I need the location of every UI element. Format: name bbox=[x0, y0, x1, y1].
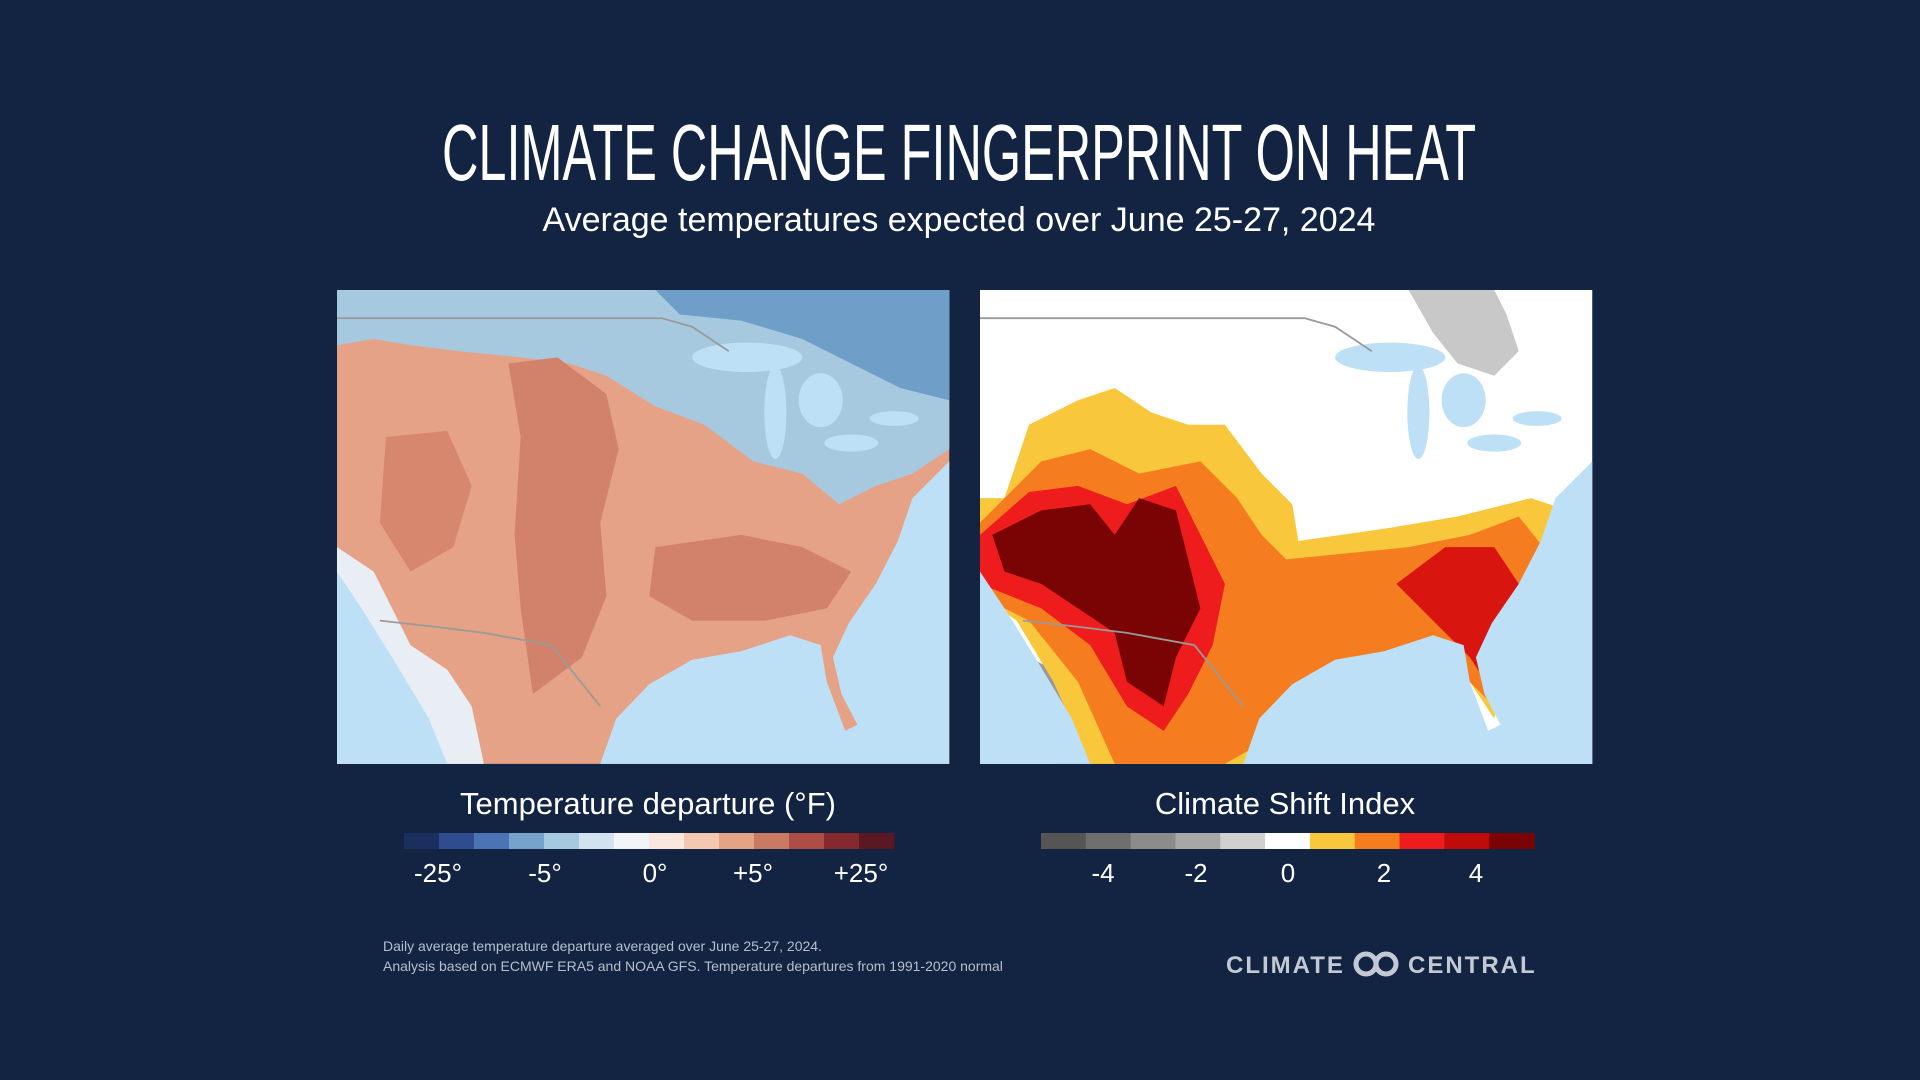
legend-swatch bbox=[474, 833, 510, 849]
legend-swatch bbox=[1041, 833, 1087, 849]
logo-text: CENTRAL bbox=[1408, 952, 1537, 979]
legend-swatch bbox=[824, 833, 860, 849]
logo-icon bbox=[1353, 951, 1399, 977]
legend-swatch bbox=[1354, 833, 1401, 849]
footnote: Daily average temperature departure aver… bbox=[383, 938, 822, 954]
warm-region bbox=[379, 430, 472, 572]
legend-label: +5° bbox=[733, 858, 773, 888]
legend-swatch bbox=[544, 833, 580, 849]
legend-swatch bbox=[1130, 833, 1176, 849]
pacific bbox=[337, 571, 448, 764]
legend-swatch bbox=[1489, 833, 1535, 849]
csi-5-region bbox=[992, 498, 1201, 707]
legend-swatch bbox=[754, 833, 790, 849]
legend-swatch bbox=[649, 833, 685, 849]
footnote: Analysis based on ECMWF ERA5 and NOAA GF… bbox=[383, 958, 1003, 974]
warm-region bbox=[649, 534, 852, 621]
legend-swatch bbox=[789, 833, 825, 849]
atlantic-gulf bbox=[600, 461, 950, 764]
legend-swatch bbox=[1399, 833, 1445, 849]
negative-region bbox=[1408, 290, 1519, 376]
legend-label: -25° bbox=[414, 858, 462, 888]
legend-label: -2 bbox=[1184, 858, 1207, 888]
legend-swatch bbox=[859, 833, 895, 849]
mexico-border bbox=[1022, 619, 1244, 707]
legend-swatch bbox=[1220, 833, 1266, 849]
legend-label: 0° bbox=[643, 858, 668, 888]
atlantic-gulf bbox=[1243, 461, 1593, 764]
legend-label: -5° bbox=[528, 858, 562, 888]
cooler-region bbox=[655, 290, 950, 401]
legend-label: -4 bbox=[1091, 858, 1114, 888]
legend-swatch bbox=[614, 833, 650, 849]
legend-swatch bbox=[719, 833, 755, 849]
legend-swatch bbox=[1175, 833, 1221, 849]
legend-title: Temperature departure (°F) bbox=[460, 786, 836, 821]
mexico-border bbox=[379, 619, 601, 707]
great-lakes bbox=[692, 342, 919, 459]
legend-swatch bbox=[1265, 833, 1311, 849]
subtitle: Average temperatures expected over June … bbox=[543, 201, 1376, 239]
canada-border bbox=[980, 317, 1373, 352]
legend-swatch bbox=[684, 833, 720, 849]
legend-label: 0 bbox=[1281, 858, 1295, 888]
great-lakes bbox=[1335, 342, 1562, 459]
cool-region bbox=[337, 290, 950, 505]
legend-label: 2 bbox=[1377, 858, 1391, 888]
logo-text: CLIMATE bbox=[1226, 952, 1345, 979]
legend-swatch bbox=[1444, 833, 1490, 849]
legend-title: Climate Shift Index bbox=[1155, 786, 1416, 821]
pacific bbox=[980, 571, 1091, 764]
legend-label: 4 bbox=[1469, 858, 1483, 888]
legend-swatch bbox=[439, 833, 475, 849]
warm-region bbox=[508, 357, 619, 695]
legend-swatch bbox=[1085, 833, 1132, 849]
legend-swatch bbox=[509, 833, 545, 849]
legend-label: +25° bbox=[834, 858, 889, 888]
legend-swatch bbox=[404, 833, 440, 849]
csi-map bbox=[980, 290, 1593, 764]
title: CLIMATE CHANGE FINGERPRINT ON HEAT bbox=[442, 108, 1476, 197]
canada-border bbox=[337, 317, 730, 352]
legend-swatch bbox=[1309, 833, 1356, 849]
temperature-map bbox=[337, 290, 950, 764]
legend-swatch bbox=[579, 833, 615, 849]
